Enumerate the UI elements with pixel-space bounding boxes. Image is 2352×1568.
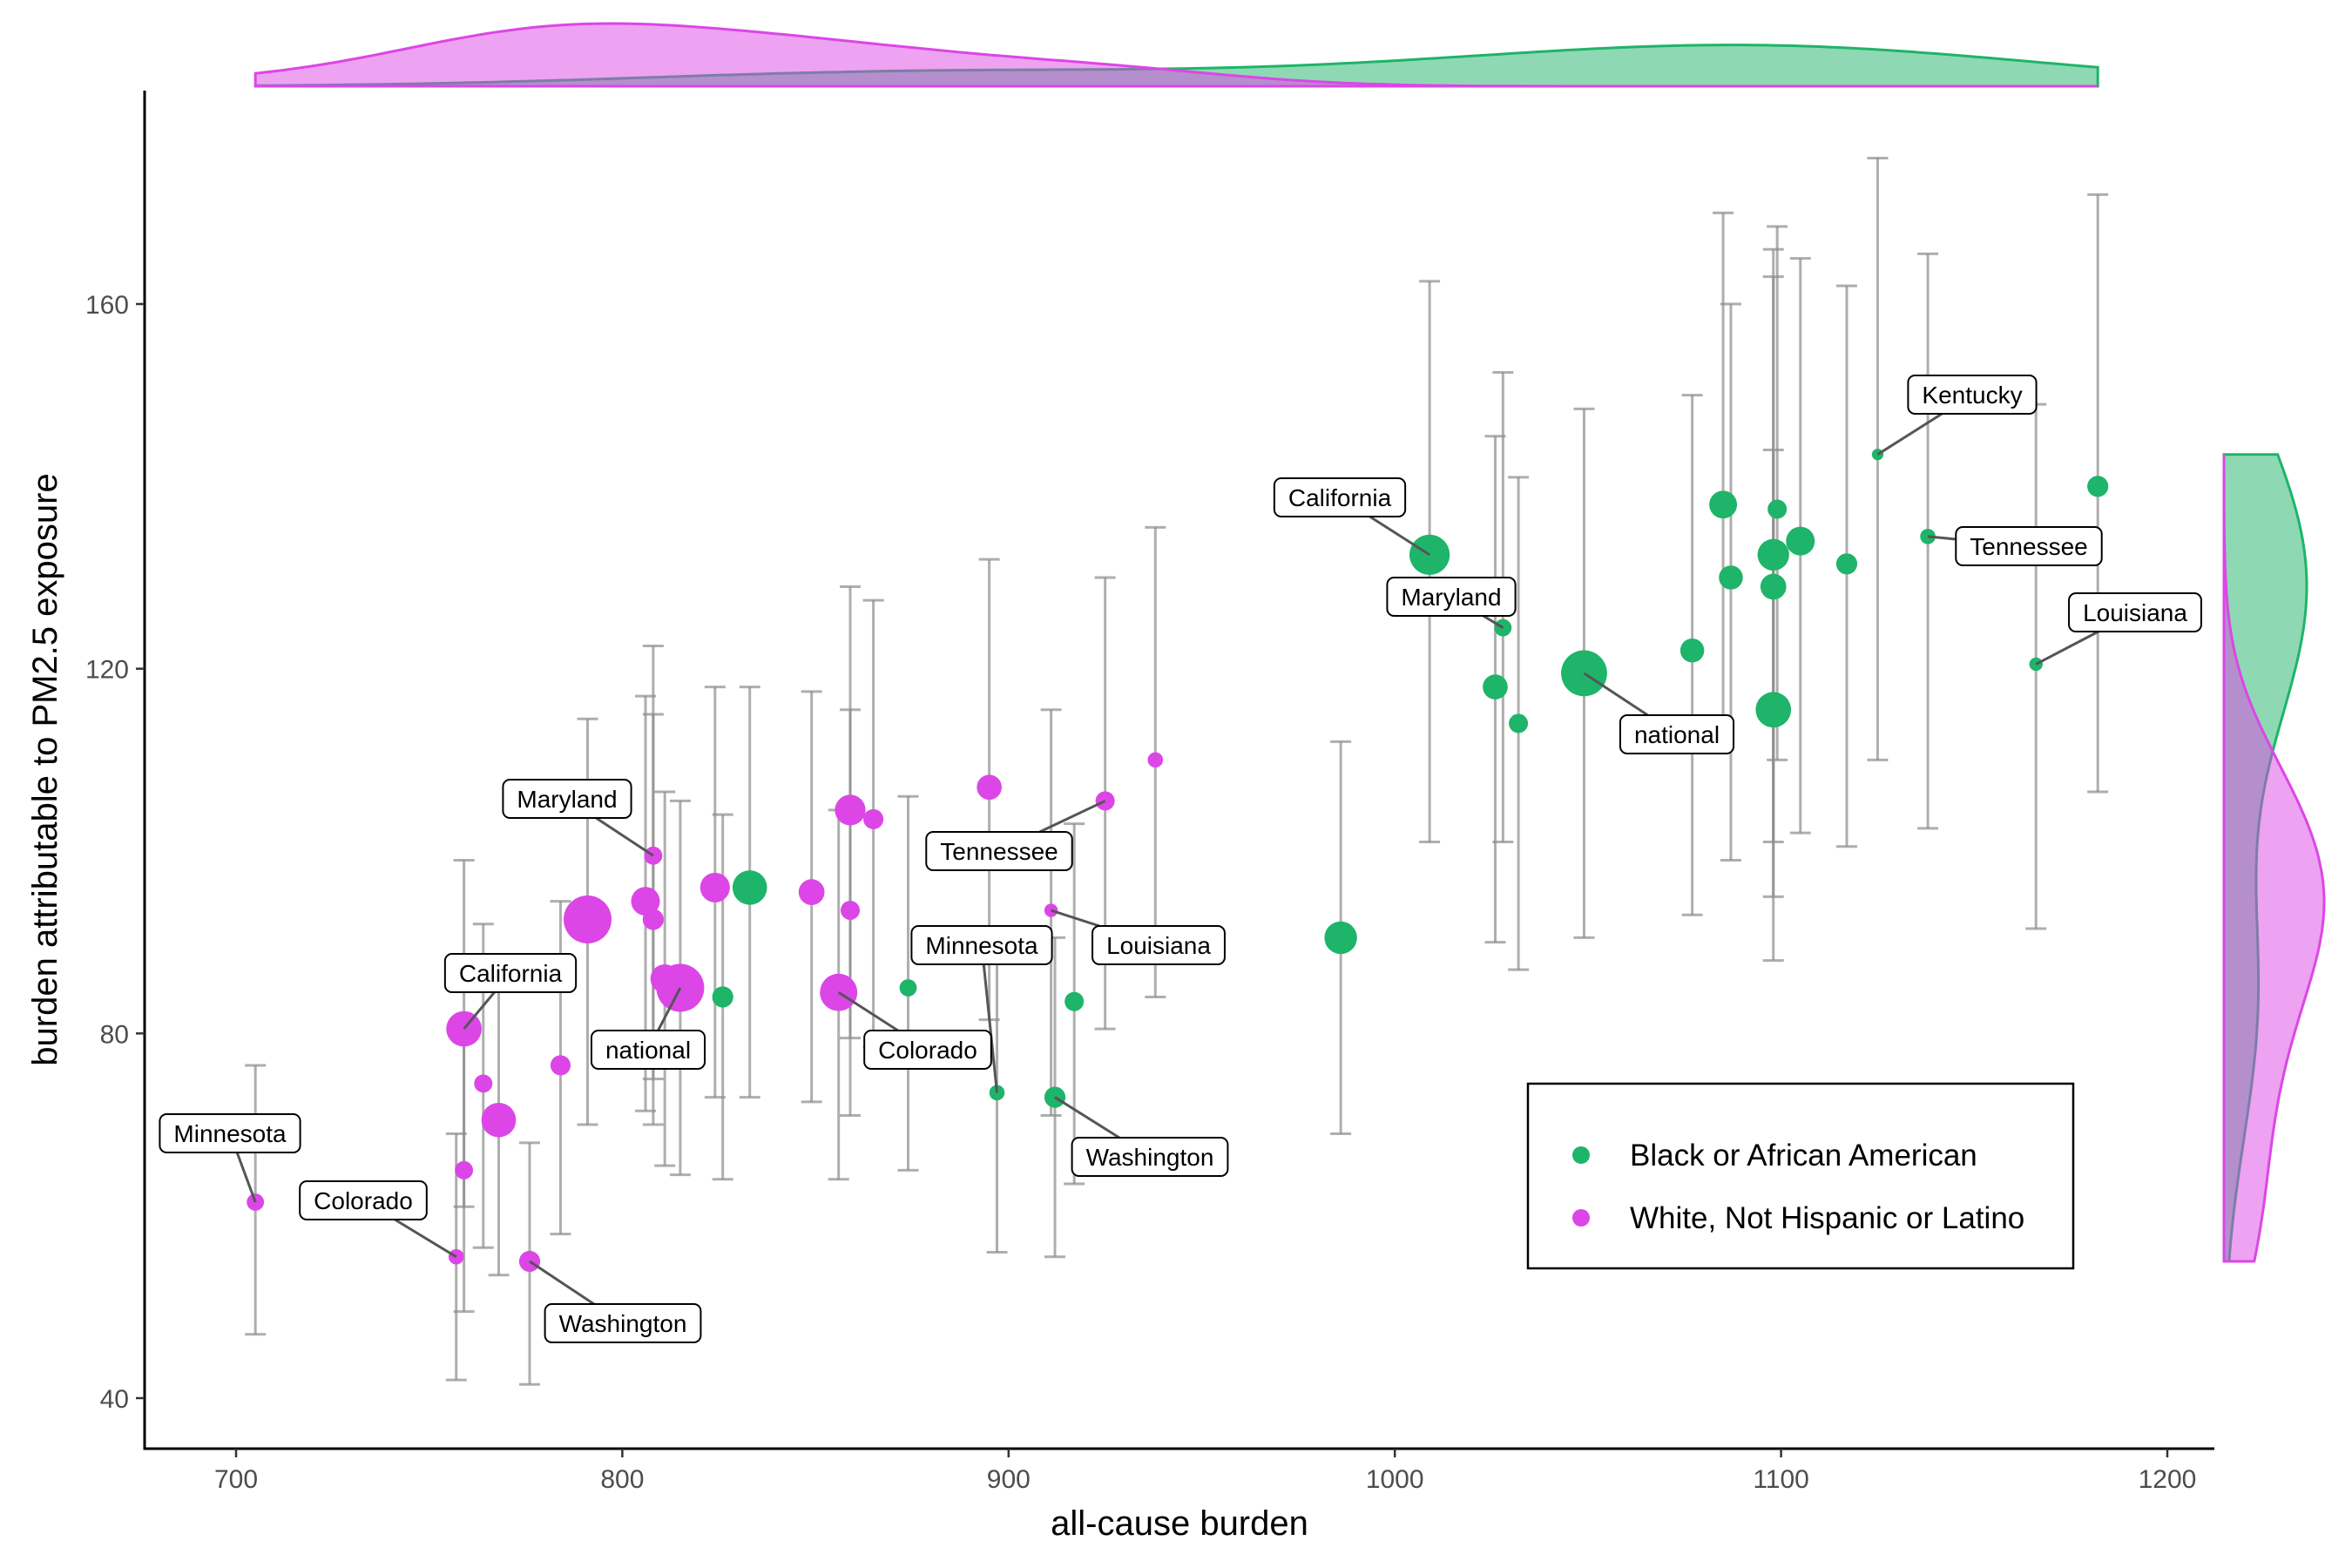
point-white-not-hispanic-or-latino bbox=[977, 774, 1002, 801]
point-black-or-african-american bbox=[732, 870, 767, 905]
point-black-or-african-american bbox=[1324, 921, 1357, 955]
point-white-not-hispanic-or-latino bbox=[481, 1102, 517, 1138]
point-black-or-african-american bbox=[899, 979, 917, 997]
legend-box bbox=[1526, 1082, 2075, 1270]
point-label-minnesota: Minnesota bbox=[159, 1113, 301, 1203]
svg-text:California: California bbox=[1288, 484, 1392, 511]
svg-text:Maryland: Maryland bbox=[1401, 584, 1501, 611]
axis-ticks: 700 800 900 1000 1100 1200 40 80 120 160 bbox=[85, 291, 2196, 1494]
right-marginal-density bbox=[2222, 453, 2326, 1263]
top-marginal-density bbox=[253, 22, 2099, 88]
point-black-or-african-american bbox=[1680, 638, 1705, 663]
top-density-white-not-hispanic-or-latino bbox=[253, 22, 2099, 88]
svg-text:Louisiana: Louisiana bbox=[1106, 932, 1211, 959]
point-label-maryland: Maryland bbox=[1386, 577, 1517, 629]
point-label-louisiana: Louisiana bbox=[2035, 592, 2202, 666]
point-label-washington: Washington bbox=[529, 1260, 702, 1343]
right-density-white-not-hispanic-or-latino bbox=[2222, 454, 2326, 1263]
svg-text:Tennessee: Tennessee bbox=[1970, 533, 2087, 560]
point-black-or-african-american bbox=[1483, 674, 1508, 700]
svg-text:Minnesota: Minnesota bbox=[925, 932, 1038, 959]
point-white-not-hispanic-or-latino bbox=[642, 909, 664, 930]
data-points bbox=[247, 449, 2109, 1273]
point-white-not-hispanic-or-latino bbox=[474, 1074, 493, 1093]
error-bar bbox=[1767, 225, 1788, 761]
point-black-or-african-american bbox=[1509, 713, 1529, 733]
point-black-or-african-american bbox=[1786, 526, 1815, 556]
point-black-or-african-american bbox=[1755, 692, 1792, 728]
x-tick-label: 1200 bbox=[2139, 1465, 2197, 1494]
svg-text:Kentucky: Kentucky bbox=[1922, 382, 2022, 409]
point-white-not-hispanic-or-latino bbox=[863, 808, 884, 829]
point-white-not-hispanic-or-latino bbox=[563, 896, 612, 943]
legend-label: White, Not Hispanic or Latino bbox=[1630, 1201, 2024, 1235]
x-tick-label: 1000 bbox=[1366, 1465, 1424, 1494]
svg-text:Maryland: Maryland bbox=[517, 786, 617, 813]
point-label-colorado: Colorado bbox=[299, 1180, 457, 1259]
point-white-not-hispanic-or-latino bbox=[550, 1055, 571, 1076]
legend-label: Black or African American bbox=[1630, 1139, 1977, 1173]
x-tick-label: 900 bbox=[987, 1465, 1031, 1494]
point-black-or-african-american bbox=[1760, 573, 1787, 600]
point-white-not-hispanic-or-latino bbox=[798, 879, 825, 905]
point-black-or-african-american bbox=[1409, 534, 1450, 575]
point-black-or-african-american bbox=[712, 986, 733, 1008]
svg-text:California: California bbox=[459, 960, 563, 987]
x-tick-label: 700 bbox=[214, 1465, 258, 1494]
point-white-not-hispanic-or-latino bbox=[700, 872, 730, 902]
point-label-kentucky: Kentucky bbox=[1876, 375, 2038, 456]
point-black-or-african-american bbox=[1835, 553, 1858, 575]
svg-text:Washington: Washington bbox=[559, 1310, 687, 1337]
point-white-not-hispanic-or-latino bbox=[631, 887, 660, 916]
legend-item-black-or-african-american: Black or African American bbox=[1572, 1139, 1977, 1173]
x-tick-label: 800 bbox=[600, 1465, 644, 1494]
y-tick-label: 160 bbox=[85, 291, 129, 320]
point-black-or-african-american bbox=[1719, 565, 1743, 590]
point-white-not-hispanic-or-latino bbox=[455, 1160, 474, 1179]
y-tick-label: 120 bbox=[85, 656, 129, 685]
point-black-or-african-american bbox=[1767, 499, 1788, 519]
svg-text:Colorado: Colorado bbox=[314, 1187, 413, 1214]
y-axis-title: burden attributable to PM2.5 exposure bbox=[26, 473, 64, 1065]
point-black-or-african-american bbox=[1064, 991, 1085, 1011]
x-axis-title: all-cause burden bbox=[1051, 1504, 1308, 1543]
legend-key bbox=[1572, 1146, 1590, 1164]
point-label-california: California bbox=[1273, 477, 1430, 557]
svg-text:Tennessee: Tennessee bbox=[940, 838, 1058, 865]
point-white-not-hispanic-or-latino bbox=[1147, 752, 1164, 768]
svg-text:Colorado: Colorado bbox=[878, 1037, 977, 1064]
y-tick-label: 40 bbox=[100, 1385, 129, 1414]
point-black-or-african-american bbox=[1709, 490, 1738, 519]
point-label-tennessee: Tennessee bbox=[925, 800, 1106, 871]
svg-text:Washington: Washington bbox=[1086, 1144, 1214, 1171]
point-white-not-hispanic-or-latino bbox=[841, 901, 861, 921]
point-black-or-african-american bbox=[1757, 538, 1789, 571]
point-label-national: national bbox=[1583, 672, 1735, 754]
point-black-or-african-american bbox=[2087, 476, 2109, 497]
point-label-washington: Washington bbox=[1054, 1096, 1229, 1177]
svg-text:national: national bbox=[1634, 721, 1720, 748]
svg-text:national: national bbox=[605, 1037, 691, 1064]
point-label-minnesota: Minnesota bbox=[910, 925, 1053, 1093]
point-labels: California Maryland national Kentucky Tennes… bbox=[159, 375, 2202, 1343]
axes bbox=[143, 91, 2214, 1450]
legend-item-white-not-hispanic-or-latino: White, Not Hispanic or Latino bbox=[1572, 1201, 2024, 1235]
point-label-louisiana: Louisiana bbox=[1051, 909, 1226, 965]
point-label-tennessee: Tennessee bbox=[1927, 526, 2103, 566]
svg-text:Minnesota: Minnesota bbox=[173, 1120, 287, 1147]
point-label-colorado: Colorado bbox=[837, 990, 992, 1070]
point-label-national: national bbox=[590, 987, 706, 1070]
legend: Black or African American White, Not Hisp… bbox=[1526, 1082, 2075, 1270]
legend-key bbox=[1572, 1209, 1590, 1227]
y-tick-label: 80 bbox=[100, 1020, 129, 1049]
point-white-not-hispanic-or-latino bbox=[835, 794, 866, 826]
point-label-maryland: Maryland bbox=[502, 779, 654, 857]
point-label-california: California bbox=[443, 953, 578, 1031]
svg-text:Louisiana: Louisiana bbox=[2083, 599, 2187, 626]
x-tick-label: 1100 bbox=[1753, 1465, 1809, 1494]
